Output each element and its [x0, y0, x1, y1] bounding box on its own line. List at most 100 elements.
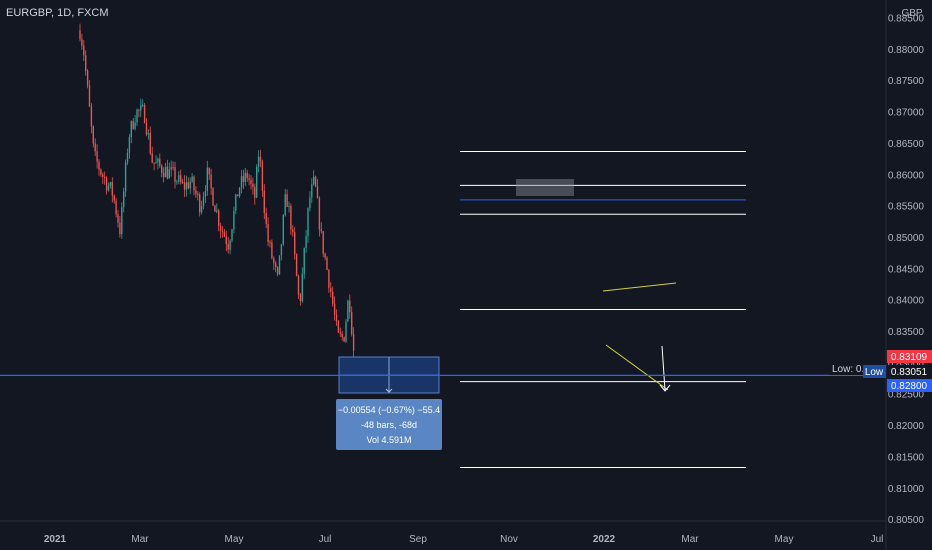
candle-body	[303, 247, 305, 274]
candle-body	[164, 166, 167, 178]
candle-body	[79, 30, 81, 40]
x-axis: 2021 Mar May Jul Sep Nov 2022 Mar May Jul	[44, 534, 884, 545]
y-tick-label: 0.81000	[888, 484, 925, 495]
candle-body	[121, 207, 123, 235]
candle-body	[172, 167, 174, 169]
candle-body	[233, 210, 235, 230]
candle-body	[136, 109, 138, 123]
candle-body	[238, 187, 241, 197]
candle-body	[162, 172, 165, 178]
candle-body	[143, 104, 146, 123]
candle-body	[324, 253, 326, 258]
candle-body	[286, 194, 288, 207]
candle-body	[195, 190, 197, 194]
candle-body	[320, 229, 322, 232]
candle-body	[142, 104, 144, 106]
candle-body	[294, 232, 296, 255]
candle-body	[105, 178, 108, 191]
measure-line2: -48 bars, -68d	[361, 420, 417, 430]
candlestick-series	[79, 23, 355, 357]
candle-body	[145, 122, 148, 135]
x-tick-label: May	[775, 534, 794, 545]
candle-body	[85, 55, 87, 71]
candle-body	[261, 161, 264, 191]
candle-body	[292, 229, 294, 233]
trend-line-upper	[602, 282, 677, 292]
candle-body	[244, 172, 246, 182]
candle-body	[123, 191, 125, 208]
candle-body	[254, 187, 256, 198]
candle-body	[161, 165, 163, 173]
svg-text:0.83051: 0.83051	[891, 367, 928, 378]
candle-body	[100, 169, 102, 175]
candle-body	[98, 161, 100, 170]
candle-body	[218, 210, 220, 227]
candle-body	[187, 182, 189, 189]
candle-body	[197, 193, 199, 195]
candle-body	[83, 45, 85, 56]
candle-body	[322, 231, 324, 254]
candle-body	[309, 197, 311, 209]
candle-body	[273, 258, 275, 264]
arrow-annotation	[659, 345, 671, 392]
candle-body	[257, 156, 260, 167]
candle-body	[199, 194, 201, 213]
candle-body	[216, 210, 218, 212]
y-tick-label: 0.85500	[888, 202, 925, 213]
candle-body	[265, 213, 267, 224]
candle-body	[276, 267, 279, 275]
candle-body	[96, 151, 98, 162]
candle-body	[229, 240, 231, 250]
candle-body	[343, 336, 345, 342]
y-tick-label: 0.83000	[888, 358, 925, 369]
line-value-badge: 0.82800	[887, 379, 932, 392]
candle-body	[102, 174, 104, 177]
highlight-box	[516, 179, 574, 196]
candle-body	[259, 156, 262, 162]
candle-body	[269, 242, 271, 244]
candle-body	[352, 334, 355, 351]
candle-body	[311, 184, 313, 198]
candle-body	[210, 174, 212, 189]
candle-body	[248, 178, 250, 180]
x-tick-label: 2022	[593, 534, 616, 545]
candle-body	[181, 182, 184, 184]
candle-body	[174, 167, 176, 182]
y-tick-label: 0.87500	[888, 76, 925, 87]
candle-body	[86, 70, 89, 86]
x-tick-label: Mar	[681, 534, 699, 545]
trend-line-lower	[605, 344, 669, 391]
candle-body	[159, 158, 161, 166]
candle-body	[153, 162, 155, 164]
candle-body	[206, 167, 208, 191]
y-tick-label: 0.86000	[888, 170, 925, 181]
candle-body	[183, 182, 186, 190]
candle-body	[339, 332, 341, 334]
candle-body	[237, 194, 239, 197]
candle-body	[140, 105, 142, 111]
candle-body	[290, 205, 292, 230]
candle-body	[166, 166, 169, 179]
y-axis: 0.88500 0.88000 0.87500 0.87000 0.86500 0.860…	[888, 14, 925, 527]
candle-body	[221, 230, 224, 232]
x-tick-label: Mar	[131, 534, 149, 545]
y-tick-label: 0.88500	[888, 14, 925, 25]
candle-body	[147, 133, 150, 135]
candle-body	[191, 176, 193, 182]
candle-body	[178, 175, 180, 182]
y-tick-label: 0.80500	[888, 515, 925, 526]
candle-body	[94, 143, 96, 152]
candle-body	[180, 175, 182, 183]
candle-body	[275, 263, 277, 268]
candle-body	[132, 121, 134, 129]
candle-body	[252, 183, 254, 188]
candle-body	[314, 176, 317, 187]
candle-body	[189, 181, 191, 189]
symbol-title: EURGBP, 1D, FXCM	[6, 7, 109, 19]
candle-body	[176, 181, 178, 183]
candle-body	[288, 205, 290, 207]
candle-body	[278, 255, 281, 275]
candle-body	[134, 122, 136, 129]
y-tick-label: 0.85000	[888, 233, 925, 244]
x-tick-label: Jul	[871, 534, 884, 545]
